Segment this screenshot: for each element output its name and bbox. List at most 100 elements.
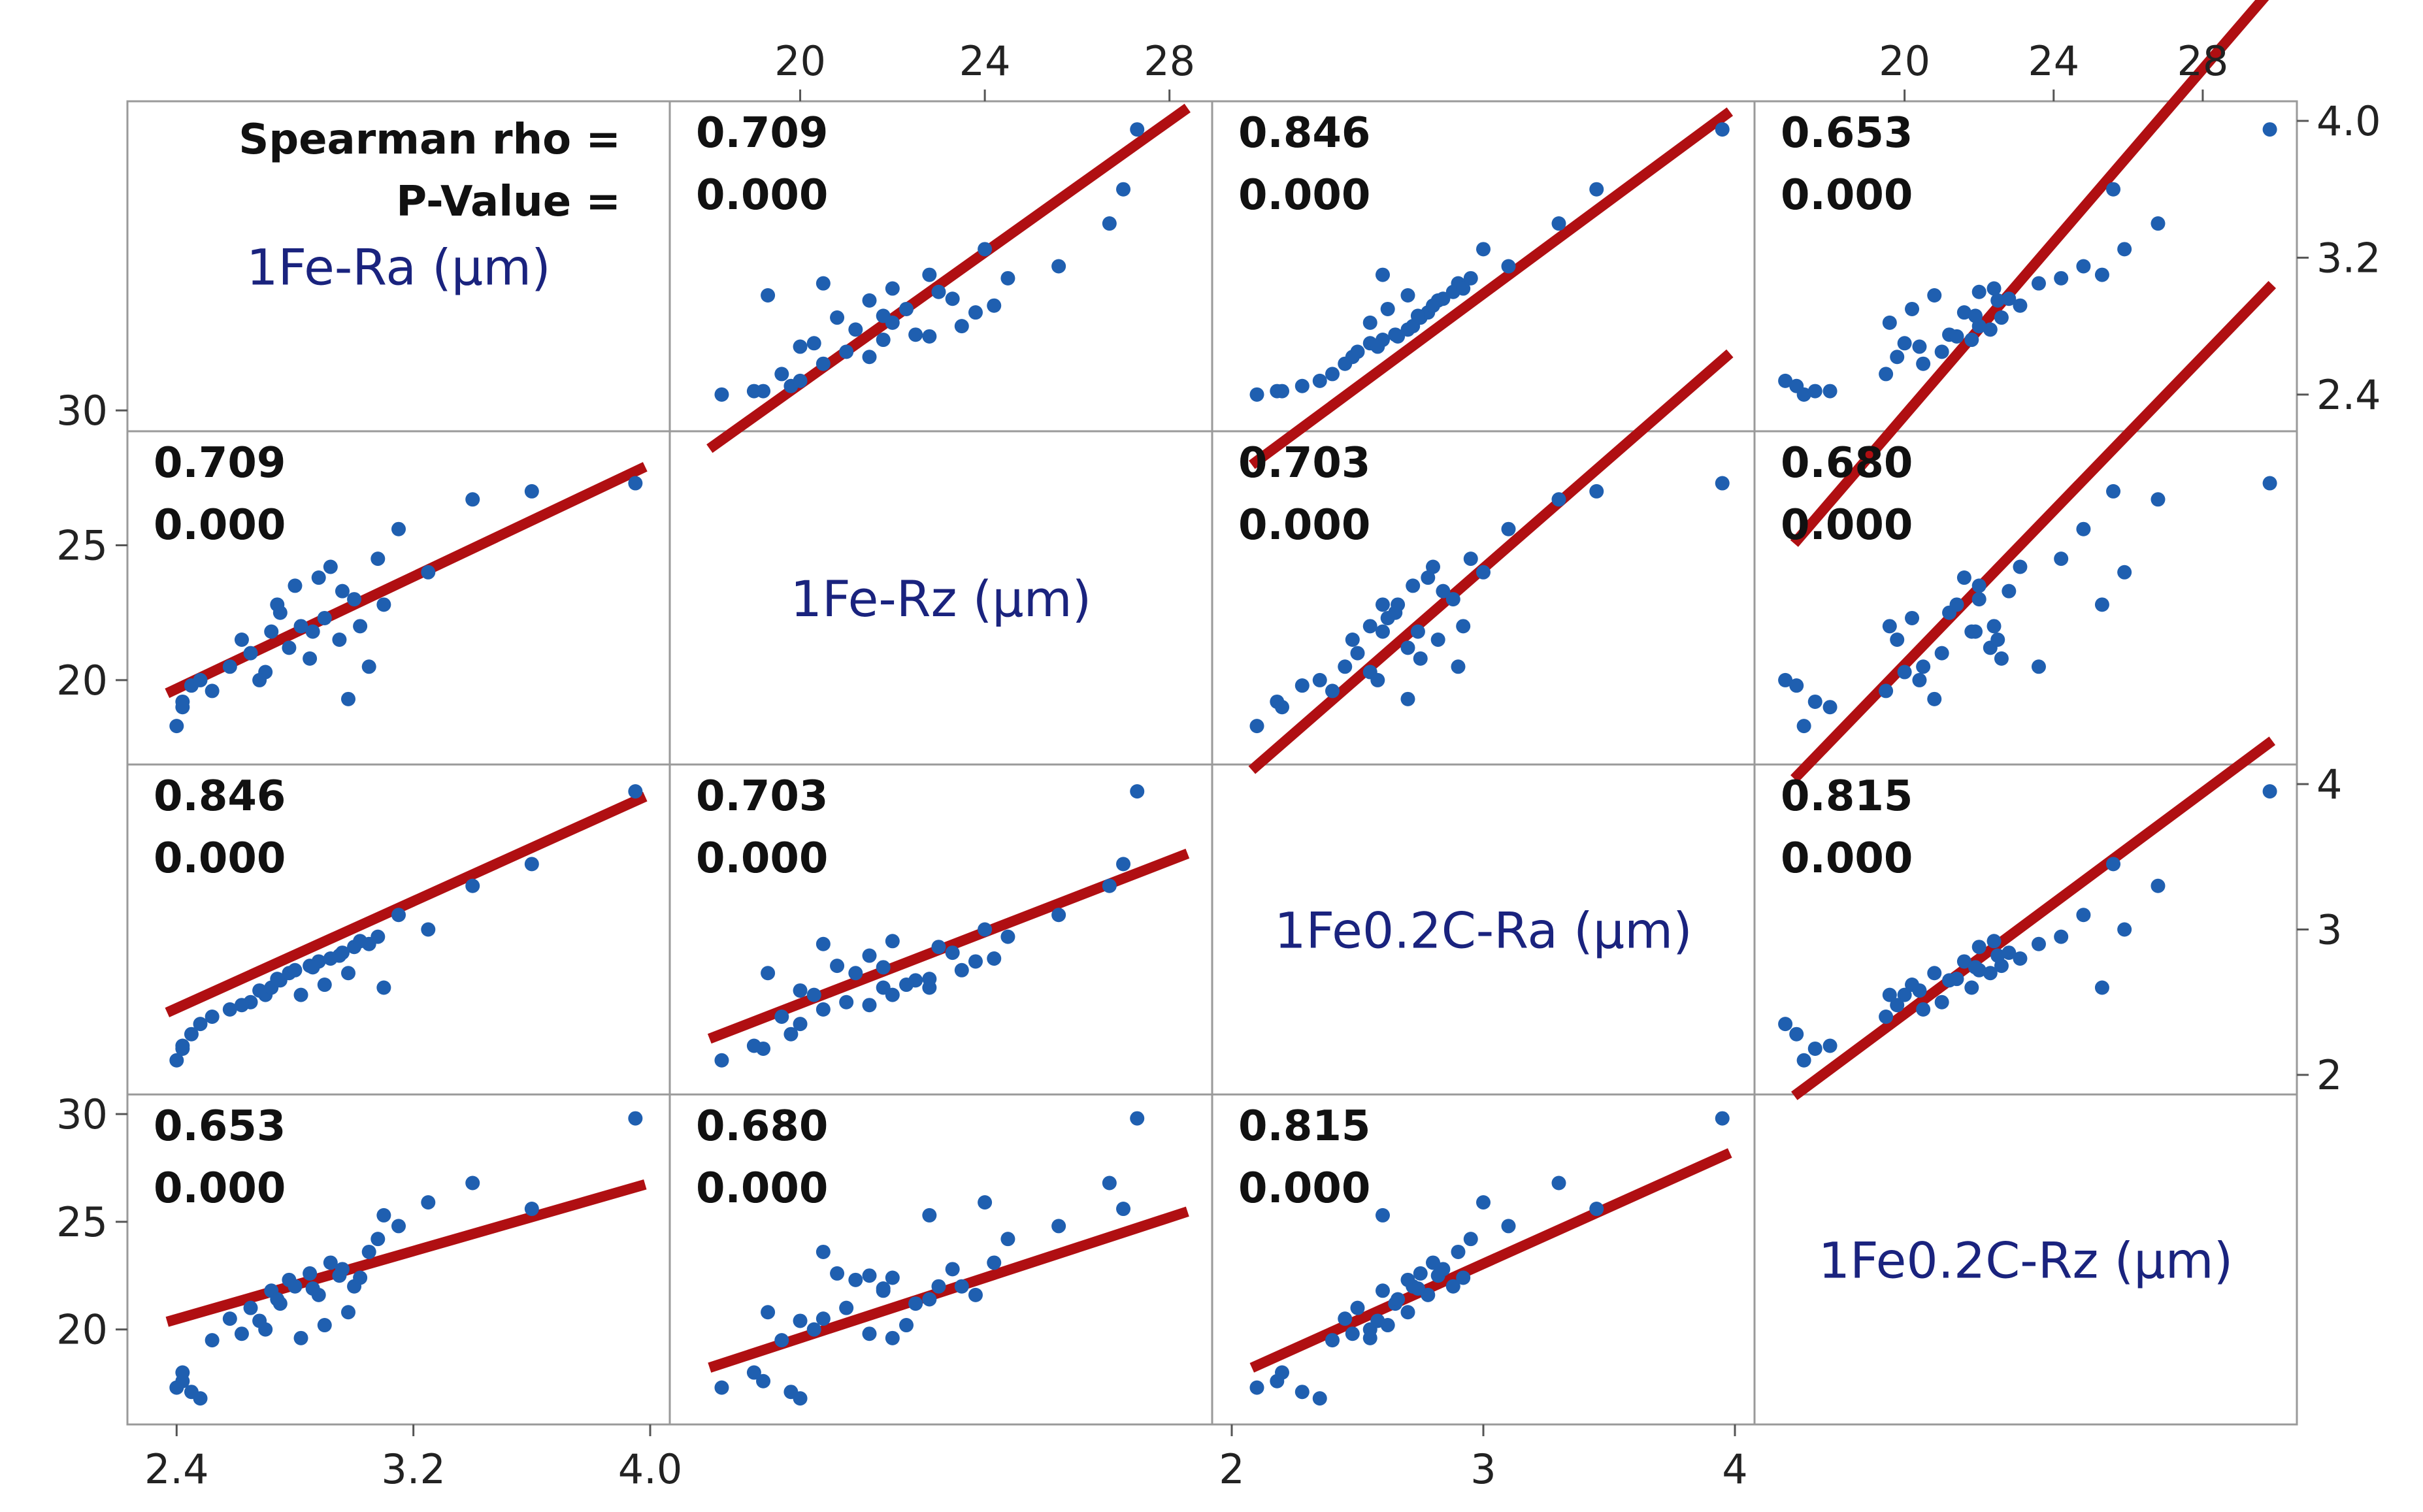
panel-frame: [1753, 1093, 2298, 1426]
data-point: [761, 288, 776, 303]
data-point: [293, 1330, 308, 1345]
fit-line: [1249, 107, 1734, 469]
data-point: [2106, 484, 2121, 499]
data-point: [1345, 632, 1360, 647]
tick-label-top: 24: [2028, 37, 2079, 85]
data-point: [945, 1262, 960, 1277]
data-point: [465, 492, 480, 507]
data-point: [2002, 583, 2017, 599]
data-point: [1116, 1202, 1131, 1217]
tick-label-bottom: 2.4: [144, 1445, 209, 1493]
data-point: [465, 878, 480, 893]
p-value: 0.000: [1781, 501, 1913, 550]
data-point: [1822, 384, 1838, 399]
data-point: [816, 276, 831, 291]
data-point: [1345, 350, 1360, 365]
data-point: [1715, 122, 1730, 137]
data-point: [252, 983, 267, 998]
data-point: [1400, 691, 1415, 706]
data-point: [1391, 329, 1406, 344]
data-point: [774, 1010, 789, 1024]
data-point: [2262, 476, 2277, 491]
data-point: [317, 978, 332, 993]
data-point: [862, 1268, 877, 1283]
data-point: [1451, 659, 1466, 674]
data-point: [1102, 1175, 1117, 1191]
variable-label: 1Fe-Ra (µm): [246, 238, 551, 297]
data-point: [1949, 597, 1964, 612]
data-point: [1822, 700, 1838, 715]
p-value: 0.000: [1781, 834, 1913, 883]
data-point: [862, 998, 877, 1013]
data-point: [1051, 1219, 1066, 1234]
data-point: [628, 784, 643, 799]
data-point: [1897, 336, 1912, 351]
data-point: [968, 954, 983, 969]
tick-label-top: 28: [2177, 37, 2228, 85]
data-point: [954, 962, 969, 978]
tick-label-right: 2: [2316, 1051, 2342, 1099]
data-point: [1890, 998, 1905, 1013]
data-point: [2054, 551, 2069, 567]
data-point: [353, 619, 368, 634]
data-point: [885, 934, 900, 949]
data-point: [376, 597, 391, 612]
data-point: [2151, 878, 2166, 893]
data-point: [323, 1255, 338, 1270]
tick-label-left: 20: [56, 1306, 108, 1354]
data-point: [234, 998, 249, 1013]
data-point: [1916, 659, 1931, 674]
data-point: [1822, 1038, 1838, 1053]
data-point: [293, 619, 308, 634]
data-point: [1294, 678, 1310, 693]
tick-label-left: 20: [56, 657, 108, 704]
data-point: [1451, 1244, 1466, 1259]
data-point: [1715, 476, 1730, 491]
data-point: [465, 1175, 480, 1191]
data-point: [876, 308, 891, 323]
data-point: [1789, 378, 1804, 393]
data-point: [1436, 583, 1451, 599]
fit-line: [1249, 1148, 1732, 1373]
data-point: [1376, 624, 1390, 639]
data-point: [353, 1270, 368, 1285]
tick-label-right: 3.2: [2316, 234, 2381, 282]
data-point: [876, 960, 891, 975]
tick-label-left: 25: [56, 521, 108, 569]
data-point: [1370, 339, 1385, 354]
data-point: [1350, 1300, 1365, 1315]
data-point: [1715, 1111, 1730, 1126]
data-point: [922, 267, 937, 282]
data-point: [1501, 1219, 1516, 1234]
data-point: [816, 1311, 831, 1326]
data-point: [341, 691, 355, 706]
data-point: [1912, 983, 1927, 998]
data-point: [746, 1038, 761, 1053]
data-point: [1376, 1283, 1390, 1298]
data-point: [371, 1232, 386, 1247]
data-point: [761, 1305, 776, 1320]
data-point: [1362, 1330, 1377, 1345]
data-point: [793, 1391, 808, 1406]
data-point: [1949, 329, 1964, 344]
data-point: [978, 1195, 993, 1210]
data-point: [1380, 301, 1395, 316]
data-point: [361, 659, 376, 674]
variable-label: 1Fe0.2C-Ra (µm): [1274, 902, 1692, 960]
data-point: [311, 570, 326, 585]
data-point: [1589, 1202, 1604, 1217]
spearman-rho-value: 0.709: [696, 109, 828, 157]
tick-label-right: 2.4: [2316, 371, 2381, 419]
data-point: [2076, 521, 2091, 536]
data-point: [1476, 565, 1491, 580]
data-point: [2262, 122, 2277, 137]
data-point: [746, 1365, 761, 1380]
data-point: [1325, 1333, 1340, 1348]
data-point: [2031, 659, 2046, 674]
data-point: [2076, 908, 2091, 923]
data-point: [1796, 1053, 1811, 1068]
data-point: [252, 672, 267, 687]
data-point: [323, 559, 338, 574]
data-point: [1983, 966, 1998, 981]
spearman-rho-value: 0.703: [1238, 439, 1370, 487]
